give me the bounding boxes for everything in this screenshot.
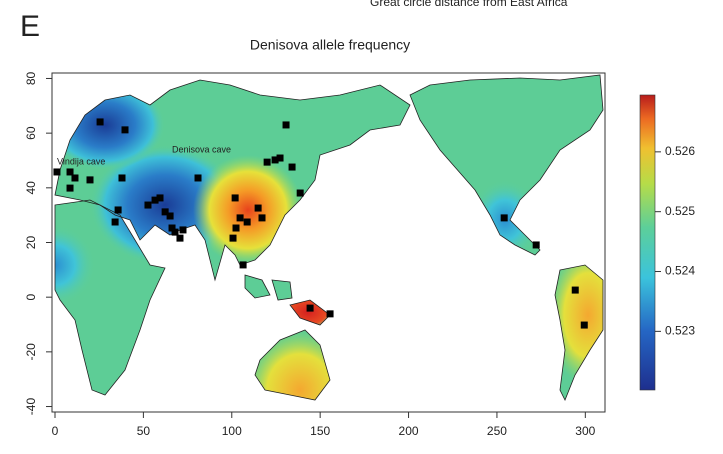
sample-point bbox=[53, 168, 61, 176]
sample-point bbox=[239, 261, 247, 269]
sample-point bbox=[111, 218, 119, 226]
y-tick-label: 20 bbox=[24, 236, 38, 250]
sample-point bbox=[258, 214, 266, 222]
sample-point bbox=[194, 174, 202, 182]
sample-point bbox=[296, 189, 304, 197]
sample-point bbox=[176, 234, 184, 242]
annotation: Denisova cave bbox=[172, 144, 231, 154]
sample-point bbox=[229, 234, 237, 242]
sample-point bbox=[179, 226, 187, 234]
sample-point bbox=[231, 194, 239, 202]
sample-point bbox=[96, 118, 104, 126]
sample-point bbox=[254, 204, 262, 212]
sample-point bbox=[66, 168, 74, 176]
x-tick-label: 0 bbox=[52, 424, 59, 438]
sample-point bbox=[168, 224, 176, 232]
chart-title: Denisova allele frequency bbox=[250, 37, 410, 53]
sample-point bbox=[282, 121, 290, 129]
sample-point bbox=[156, 194, 164, 202]
colorbar bbox=[639, 94, 656, 391]
sample-point bbox=[236, 214, 244, 222]
sample-point bbox=[276, 154, 284, 162]
sample-point bbox=[500, 214, 508, 222]
sample-point bbox=[306, 304, 314, 312]
annotation: Vindija cave bbox=[57, 156, 105, 166]
sample-point bbox=[232, 224, 240, 232]
sample-point bbox=[161, 208, 169, 216]
colorbar-tick-label: 0.523 bbox=[665, 324, 695, 338]
colorbar-tick-label: 0.525 bbox=[665, 204, 695, 218]
sample-point bbox=[288, 163, 296, 171]
y-tick-label: -40 bbox=[24, 398, 38, 416]
panel-letter: E bbox=[20, 10, 40, 43]
sample-point bbox=[571, 286, 579, 294]
x-tick-label: 50 bbox=[137, 424, 151, 438]
sample-point bbox=[121, 126, 129, 134]
header: Great circle distance from East Africa bbox=[370, 0, 568, 9]
sample-point bbox=[532, 241, 540, 249]
sample-point bbox=[86, 176, 94, 184]
sample-point bbox=[71, 174, 79, 182]
x-tick-label: 200 bbox=[399, 424, 419, 438]
coastlines bbox=[54, 74, 604, 401]
y-tick-label: 80 bbox=[24, 71, 38, 85]
x-tick-label: 150 bbox=[310, 424, 330, 438]
sample-point bbox=[151, 196, 159, 204]
sample-point bbox=[243, 218, 251, 226]
sample-point bbox=[326, 310, 334, 318]
x-tick-label: 300 bbox=[575, 424, 595, 438]
y-tick-label: 0 bbox=[24, 294, 38, 301]
y-tick-label: 60 bbox=[24, 126, 38, 140]
y-tick-label: 40 bbox=[24, 181, 38, 195]
sample-point bbox=[144, 201, 152, 209]
y-tick-label: -20 bbox=[24, 343, 38, 361]
x-tick-label: 250 bbox=[487, 424, 507, 438]
sample-point bbox=[171, 228, 179, 236]
sample-point bbox=[271, 156, 279, 164]
sample-point bbox=[263, 158, 271, 166]
sample-point bbox=[118, 174, 126, 182]
x-tick-label: 100 bbox=[222, 424, 242, 438]
sample-point bbox=[66, 184, 74, 192]
colorbar-tick-label: 0.524 bbox=[665, 264, 695, 278]
sample-point bbox=[166, 212, 174, 220]
colorbar-tick-label: 0.526 bbox=[665, 144, 695, 158]
sample-point bbox=[580, 321, 588, 329]
sample-point bbox=[114, 206, 122, 214]
